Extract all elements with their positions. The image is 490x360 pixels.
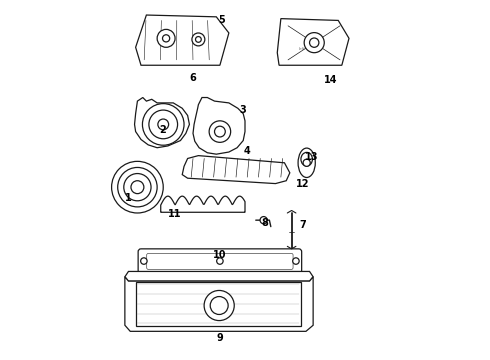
Text: 5: 5 [219,15,225,26]
Text: 4: 4 [244,146,250,156]
Circle shape [143,104,184,145]
Text: 10: 10 [213,250,227,260]
Ellipse shape [298,148,315,177]
Circle shape [293,258,299,264]
Polygon shape [136,282,300,326]
Ellipse shape [303,159,310,166]
FancyBboxPatch shape [147,253,293,269]
Circle shape [112,161,163,213]
Polygon shape [135,98,190,148]
Text: 6: 6 [190,73,196,83]
Circle shape [157,30,175,47]
Ellipse shape [301,152,313,166]
Polygon shape [125,277,313,331]
Text: 13: 13 [305,152,318,162]
Text: left: left [299,47,305,51]
Circle shape [124,174,151,201]
Polygon shape [161,196,245,212]
Circle shape [204,291,234,320]
Circle shape [304,33,324,53]
Text: 1: 1 [125,193,132,203]
Circle shape [149,110,177,139]
Circle shape [163,35,170,42]
Circle shape [158,119,169,130]
Polygon shape [136,15,229,65]
Text: 7: 7 [299,220,306,230]
Circle shape [310,38,319,47]
FancyBboxPatch shape [138,249,302,273]
Circle shape [260,217,267,224]
Text: 11: 11 [169,209,182,219]
Circle shape [215,126,225,137]
Circle shape [196,37,201,42]
Text: 3: 3 [240,105,246,115]
Circle shape [131,181,144,194]
Text: 12: 12 [295,179,309,189]
Text: 8: 8 [261,218,268,228]
Polygon shape [277,19,349,65]
Circle shape [192,33,205,46]
Circle shape [141,258,147,264]
Text: 9: 9 [217,333,223,343]
Circle shape [217,258,223,264]
Text: 14: 14 [324,75,338,85]
Polygon shape [182,156,290,184]
Circle shape [209,121,231,142]
Circle shape [210,297,228,315]
Polygon shape [193,98,245,154]
Polygon shape [125,271,313,281]
Text: 2: 2 [159,125,166,135]
Circle shape [118,167,157,207]
